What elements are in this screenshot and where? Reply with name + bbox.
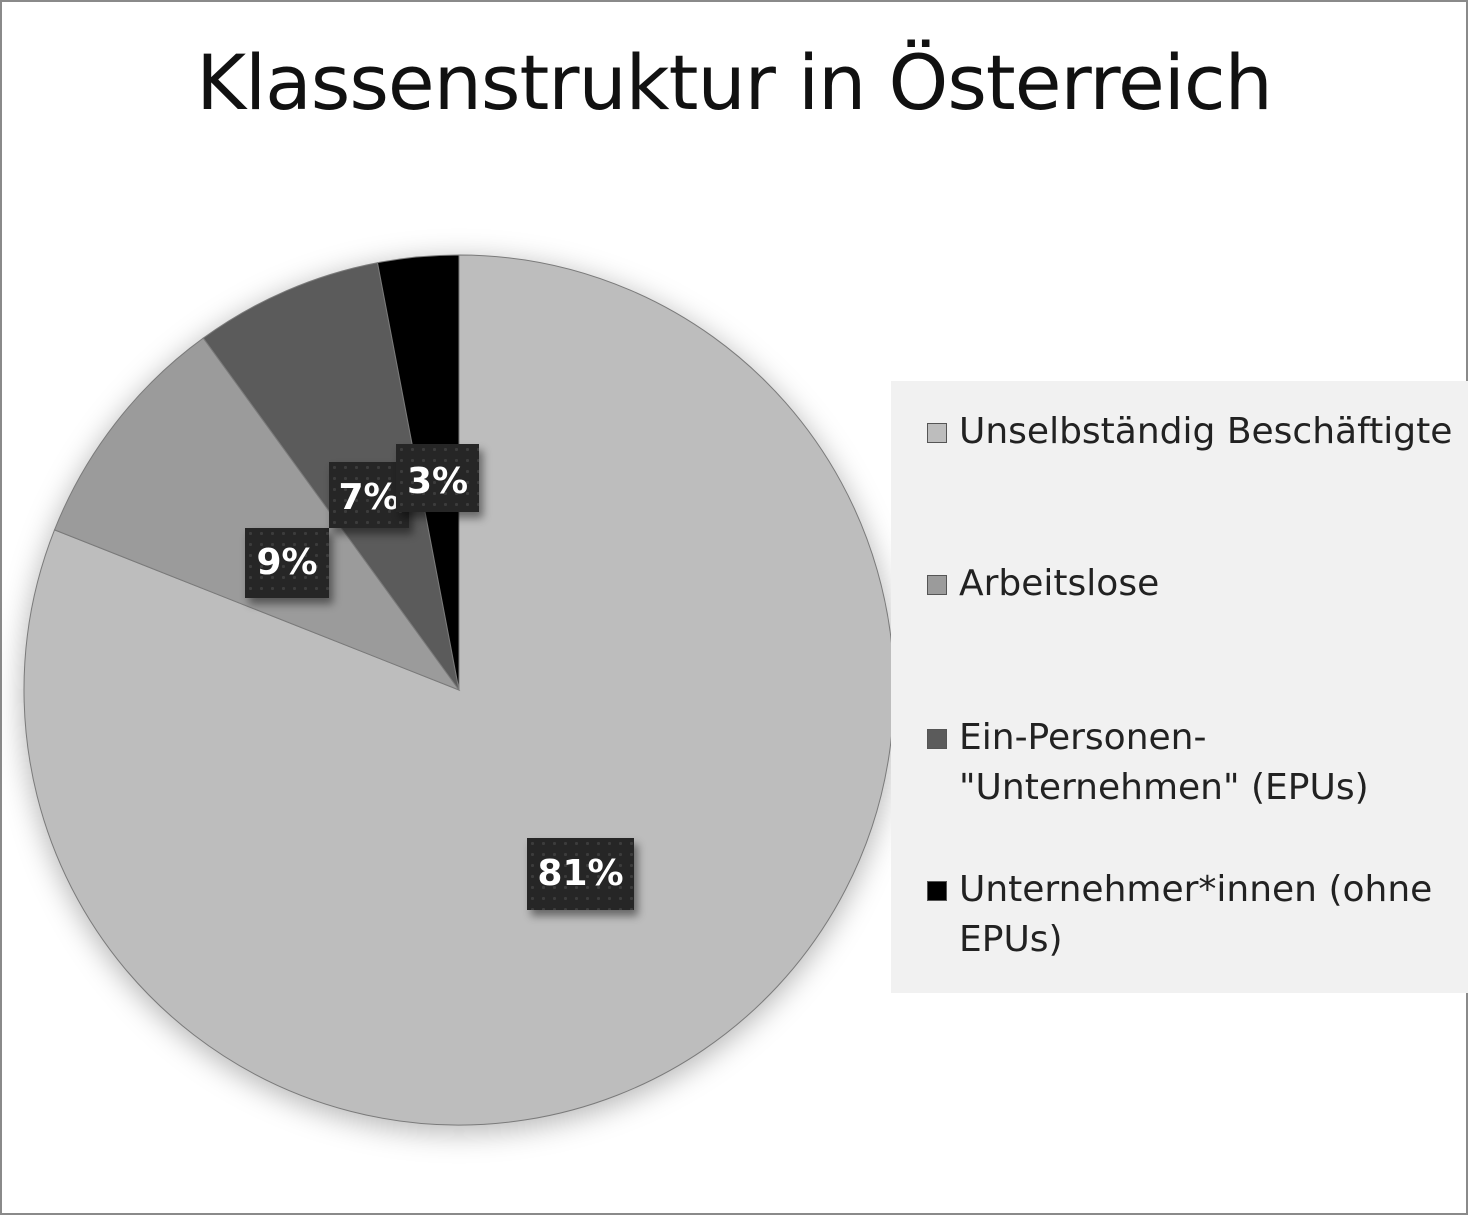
pie-slice-arbeitslose — [53, 337, 461, 692]
legend-item-unselbstaendig: Unselbständig Beschäftigte — [927, 407, 1452, 457]
legend-item-unternehmer: Unternehmer*innen (ohne EPUs) — [927, 865, 1432, 965]
legend-label: Unselbständig Beschäftigte — [959, 411, 1453, 452]
legend-swatch — [927, 729, 947, 749]
chart-title: Klassenstruktur in Österreich — [196, 38, 1273, 127]
legend-item-epus: Ein-Personen- "Unternehmen" (EPUs) — [927, 713, 1369, 813]
legend-label: Unternehmer*innen (ohne — [959, 869, 1433, 910]
legend-swatch — [927, 881, 947, 901]
legend-item-arbeitslose: Arbeitslose — [927, 559, 1159, 609]
data-label-unselbstaendig: 81% — [527, 838, 634, 910]
legend-label: Ein-Personen- — [959, 717, 1207, 758]
legend-label-line2: "Unternehmen" (EPUs) — [959, 767, 1369, 808]
legend-label-line2: EPUs) — [959, 919, 1063, 960]
legend-swatch — [927, 575, 947, 595]
data-label-unternehmer: 3% — [396, 444, 479, 512]
legend-label: Arbeitslose — [959, 563, 1160, 604]
legend-swatch — [927, 423, 947, 443]
legend: Unselbständig Beschäftigte Arbeitslose E… — [891, 381, 1468, 993]
data-label-arbeitslose: 9% — [245, 528, 329, 598]
data-label-epus: 7% — [329, 462, 409, 528]
